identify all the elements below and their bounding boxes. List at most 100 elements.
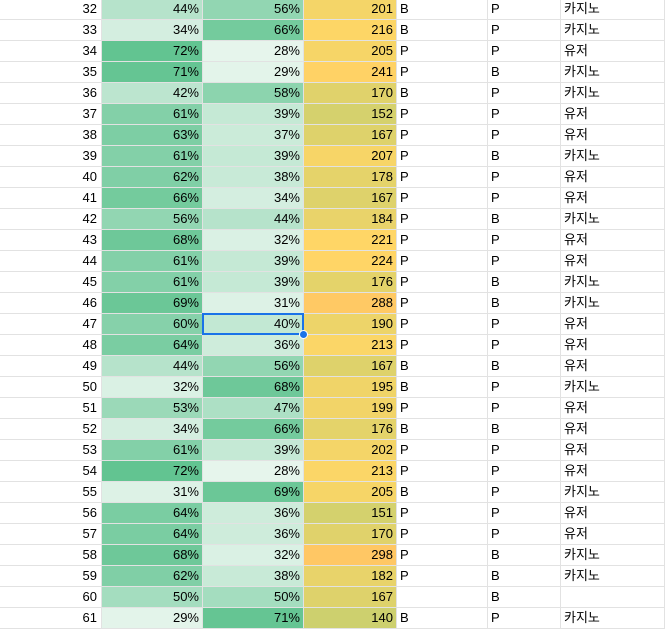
result-a-cell[interactable]: P [397, 251, 488, 272]
result-a-cell[interactable]: P [397, 62, 488, 83]
percent-b-cell[interactable]: 50% [203, 587, 304, 608]
score-cell[interactable]: 202 [304, 440, 397, 461]
percent-a-cell[interactable]: 68% [102, 545, 203, 566]
winner-cell[interactable]: 유저 [561, 251, 665, 272]
score-cell[interactable]: 201 [304, 0, 397, 20]
result-b-cell[interactable]: B [488, 272, 561, 293]
percent-b-cell[interactable]: 71% [203, 608, 304, 629]
percent-a-cell[interactable]: 44% [102, 0, 203, 20]
percent-a-cell[interactable]: 61% [102, 272, 203, 293]
percent-b-cell[interactable]: 39% [203, 104, 304, 125]
result-b-cell[interactable]: P [488, 503, 561, 524]
result-a-cell[interactable]: P [397, 41, 488, 62]
percent-b-cell[interactable]: 47% [203, 398, 304, 419]
percent-a-cell[interactable]: 69% [102, 293, 203, 314]
result-a-cell[interactable]: P [397, 335, 488, 356]
row-number-cell[interactable]: 36 [0, 83, 102, 104]
row-number-cell[interactable]: 58 [0, 545, 102, 566]
result-b-cell[interactable]: P [488, 188, 561, 209]
percent-b-cell[interactable]: 56% [203, 356, 304, 377]
percent-a-cell[interactable]: 61% [102, 104, 203, 125]
winner-cell[interactable]: 카지노 [561, 62, 665, 83]
result-b-cell[interactable]: P [488, 608, 561, 629]
result-a-cell[interactable]: P [397, 125, 488, 146]
result-b-cell[interactable]: P [488, 524, 561, 545]
percent-b-cell[interactable]: 39% [203, 251, 304, 272]
result-a-cell[interactable]: P [397, 440, 488, 461]
percent-b-cell[interactable]: 37% [203, 125, 304, 146]
percent-b-cell[interactable]: 56% [203, 0, 304, 20]
percent-b-cell[interactable]: 32% [203, 230, 304, 251]
winner-cell[interactable]: 카지노 [561, 608, 665, 629]
row-number-cell[interactable]: 35 [0, 62, 102, 83]
percent-a-cell[interactable]: 61% [102, 146, 203, 167]
row-number-cell[interactable]: 49 [0, 356, 102, 377]
row-number-cell[interactable]: 47 [0, 314, 102, 335]
percent-b-cell[interactable]: 69% [203, 482, 304, 503]
percent-a-cell[interactable]: 66% [102, 188, 203, 209]
row-number-cell[interactable]: 57 [0, 524, 102, 545]
percent-b-cell[interactable]: 31% [203, 293, 304, 314]
score-cell[interactable]: 216 [304, 20, 397, 41]
percent-a-cell[interactable]: 50% [102, 587, 203, 608]
row-number-cell[interactable]: 54 [0, 461, 102, 482]
row-number-cell[interactable]: 34 [0, 41, 102, 62]
result-a-cell[interactable]: P [397, 524, 488, 545]
result-b-cell[interactable]: P [488, 167, 561, 188]
score-cell[interactable]: 176 [304, 272, 397, 293]
result-b-cell[interactable]: P [488, 335, 561, 356]
result-b-cell[interactable]: P [488, 440, 561, 461]
score-cell[interactable]: 170 [304, 524, 397, 545]
percent-b-cell[interactable]: 28% [203, 41, 304, 62]
percent-b-cell[interactable]: 36% [203, 524, 304, 545]
winner-cell[interactable]: 카지노 [561, 545, 665, 566]
result-b-cell[interactable]: B [488, 545, 561, 566]
winner-cell[interactable]: 유저 [561, 230, 665, 251]
row-number-cell[interactable]: 46 [0, 293, 102, 314]
percent-a-cell[interactable]: 64% [102, 335, 203, 356]
winner-cell[interactable]: 카지노 [561, 293, 665, 314]
result-b-cell[interactable]: B [488, 356, 561, 377]
result-a-cell[interactable]: P [397, 566, 488, 587]
row-number-cell[interactable]: 40 [0, 167, 102, 188]
row-number-cell[interactable]: 37 [0, 104, 102, 125]
result-b-cell[interactable]: P [488, 398, 561, 419]
result-b-cell[interactable]: P [488, 482, 561, 503]
percent-b-cell[interactable]: 68% [203, 377, 304, 398]
percent-a-cell[interactable]: 72% [102, 41, 203, 62]
row-number-cell[interactable]: 51 [0, 398, 102, 419]
row-number-cell[interactable]: 60 [0, 587, 102, 608]
percent-b-cell[interactable]: 40% [203, 314, 304, 335]
row-number-cell[interactable]: 48 [0, 335, 102, 356]
result-b-cell[interactable]: B [488, 566, 561, 587]
winner-cell[interactable]: 유저 [561, 356, 665, 377]
score-cell[interactable]: 152 [304, 104, 397, 125]
score-cell[interactable]: 199 [304, 398, 397, 419]
percent-a-cell[interactable]: 71% [102, 62, 203, 83]
row-number-cell[interactable]: 41 [0, 188, 102, 209]
fill-handle[interactable] [299, 330, 308, 339]
winner-cell[interactable]: 카지노 [561, 146, 665, 167]
percent-a-cell[interactable]: 34% [102, 419, 203, 440]
percent-a-cell[interactable]: 62% [102, 566, 203, 587]
percent-b-cell[interactable]: 34% [203, 188, 304, 209]
result-a-cell[interactable]: B [397, 356, 488, 377]
percent-a-cell[interactable]: 63% [102, 125, 203, 146]
row-number-cell[interactable]: 52 [0, 419, 102, 440]
score-cell[interactable]: 288 [304, 293, 397, 314]
score-cell[interactable]: 182 [304, 566, 397, 587]
row-number-cell[interactable]: 32 [0, 0, 102, 20]
row-number-cell[interactable]: 61 [0, 608, 102, 629]
row-number-cell[interactable]: 44 [0, 251, 102, 272]
score-cell[interactable]: 213 [304, 461, 397, 482]
result-a-cell[interactable]: P [397, 503, 488, 524]
score-cell[interactable]: 140 [304, 608, 397, 629]
score-cell[interactable]: 151 [304, 503, 397, 524]
result-b-cell[interactable]: B [488, 293, 561, 314]
score-cell[interactable]: 184 [304, 209, 397, 230]
percent-b-cell[interactable]: 38% [203, 167, 304, 188]
result-b-cell[interactable]: B [488, 419, 561, 440]
result-b-cell[interactable]: P [488, 230, 561, 251]
percent-b-cell[interactable]: 39% [203, 146, 304, 167]
percent-a-cell[interactable]: 60% [102, 314, 203, 335]
